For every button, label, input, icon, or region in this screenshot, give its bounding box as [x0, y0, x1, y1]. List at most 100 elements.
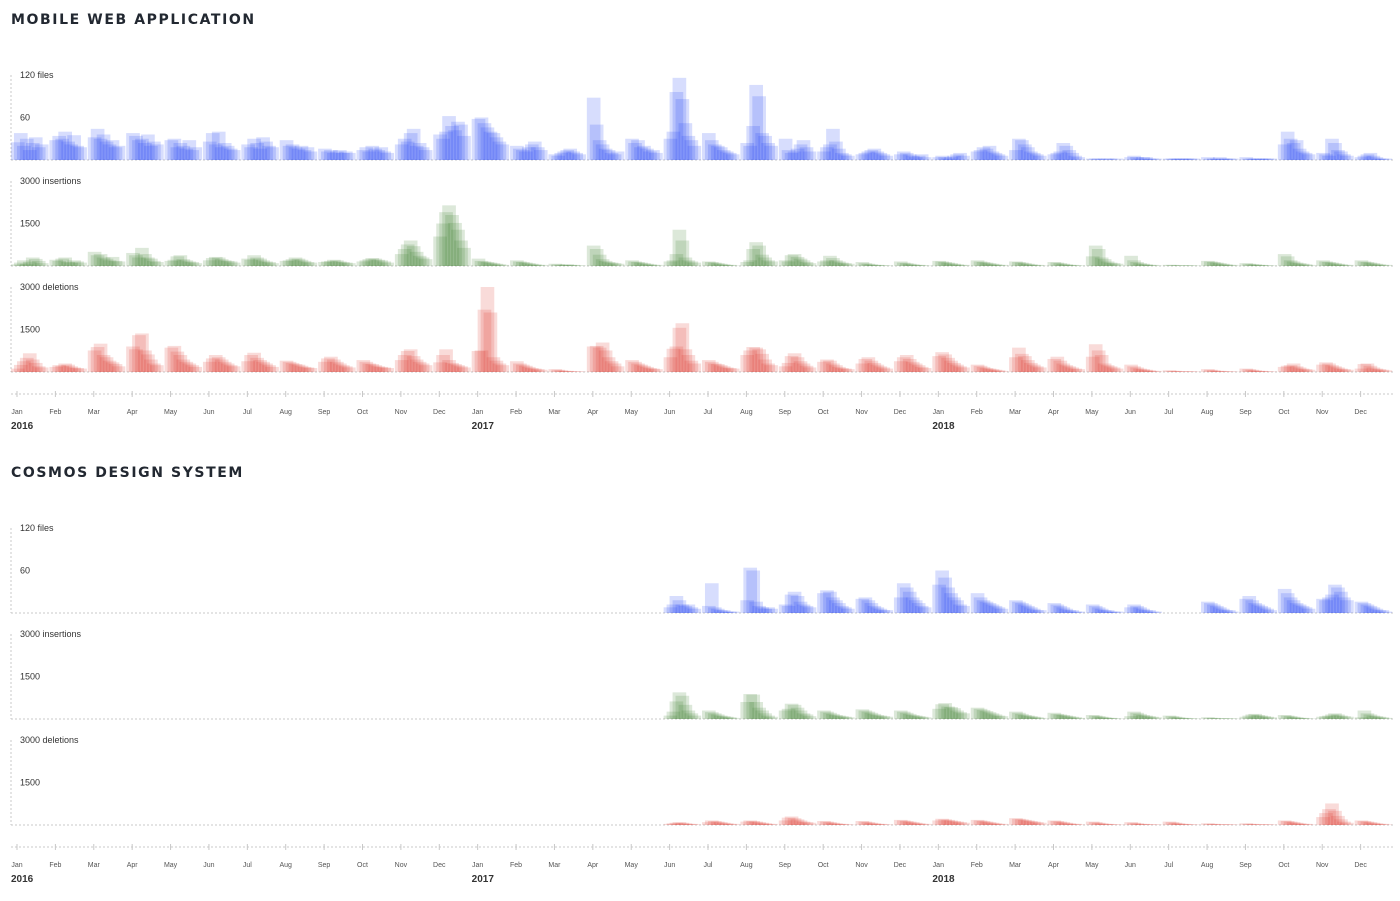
- bar: [1375, 610, 1390, 613]
- bar: [1071, 717, 1086, 719]
- bar: [129, 349, 143, 372]
- bar: [746, 821, 761, 825]
- bar: [1369, 823, 1384, 825]
- bar: [16, 260, 31, 266]
- bar: [740, 262, 755, 266]
- bar: [436, 223, 450, 266]
- bar: [489, 263, 504, 266]
- bar: [406, 356, 421, 372]
- bar: [11, 142, 25, 160]
- y-tick-label: 3000 deletions: [20, 282, 79, 292]
- x-month-label: Apr: [127, 409, 139, 416]
- bar: [96, 257, 111, 266]
- bar: [1263, 158, 1277, 160]
- bar: [1201, 157, 1215, 160]
- bar: [672, 327, 687, 372]
- bar: [625, 260, 639, 266]
- bar: [817, 593, 831, 613]
- bar: [336, 262, 350, 266]
- bar: [1280, 821, 1295, 825]
- bar: [707, 821, 722, 825]
- bar: [300, 147, 315, 160]
- bar: [1218, 718, 1233, 719]
- bar: [297, 150, 312, 160]
- bar: [144, 258, 158, 266]
- bar: [716, 610, 731, 613]
- bar: [823, 712, 837, 719]
- bar: [832, 603, 846, 613]
- bar: [1180, 158, 1195, 160]
- bar: [1065, 716, 1080, 719]
- bar: [1289, 140, 1304, 160]
- bar: [400, 351, 415, 372]
- bar: [1357, 364, 1372, 372]
- bar: [1331, 263, 1345, 266]
- bar: [73, 147, 87, 160]
- bar: [1142, 158, 1156, 160]
- bar: [1162, 821, 1177, 825]
- bar: [188, 263, 203, 266]
- bar: [1215, 158, 1230, 160]
- bar: [826, 713, 840, 719]
- bar: [52, 260, 67, 266]
- bar: [1375, 717, 1390, 719]
- bar: [1298, 369, 1313, 372]
- bar: [533, 150, 548, 160]
- bar: [764, 608, 778, 613]
- bar: [288, 147, 303, 160]
- bar: [991, 715, 1006, 719]
- bar: [141, 354, 155, 372]
- bar: [778, 138, 793, 160]
- bar: [707, 363, 722, 372]
- bar: [917, 607, 932, 613]
- bar: [1183, 158, 1198, 160]
- bar: [970, 707, 985, 719]
- bar: [861, 263, 876, 266]
- bar: [982, 145, 997, 160]
- bar: [1248, 264, 1263, 266]
- bar: [1021, 820, 1035, 825]
- bar: [953, 604, 967, 613]
- bar: [941, 819, 955, 825]
- bar: [211, 131, 226, 160]
- bar: [749, 601, 763, 613]
- bar: [554, 264, 569, 266]
- bar: [205, 133, 220, 160]
- bar: [1210, 718, 1224, 719]
- bar: [359, 147, 374, 160]
- bar: [483, 262, 498, 266]
- bar: [1030, 822, 1044, 825]
- bar: [598, 350, 613, 372]
- bar: [719, 367, 734, 372]
- bar: [259, 363, 273, 372]
- bar: [483, 131, 498, 160]
- bar: [678, 704, 693, 719]
- bar: [1012, 138, 1026, 160]
- bar: [950, 364, 964, 372]
- bar: [480, 127, 495, 160]
- bar: [394, 360, 409, 372]
- bar: [826, 597, 840, 613]
- bar: [1088, 158, 1103, 160]
- bar: [1251, 715, 1266, 719]
- bar: [1210, 370, 1224, 372]
- bar: [1277, 254, 1292, 266]
- bar: [519, 151, 533, 160]
- bar: [1319, 261, 1333, 266]
- bar: [1085, 604, 1100, 613]
- bar: [1124, 255, 1138, 266]
- bar: [11, 368, 25, 372]
- x-month-label: Nov: [395, 409, 408, 416]
- bar: [1319, 154, 1333, 160]
- bar: [1027, 364, 1041, 372]
- bar: [1071, 824, 1086, 825]
- bar: [220, 260, 235, 266]
- bar: [1021, 360, 1035, 372]
- bar: [1207, 604, 1221, 613]
- bar: [917, 823, 932, 825]
- x-month-label: Jun: [1125, 409, 1136, 416]
- bar: [563, 264, 578, 266]
- bar: [586, 245, 601, 266]
- bar: [492, 264, 507, 266]
- bar: [1127, 260, 1141, 266]
